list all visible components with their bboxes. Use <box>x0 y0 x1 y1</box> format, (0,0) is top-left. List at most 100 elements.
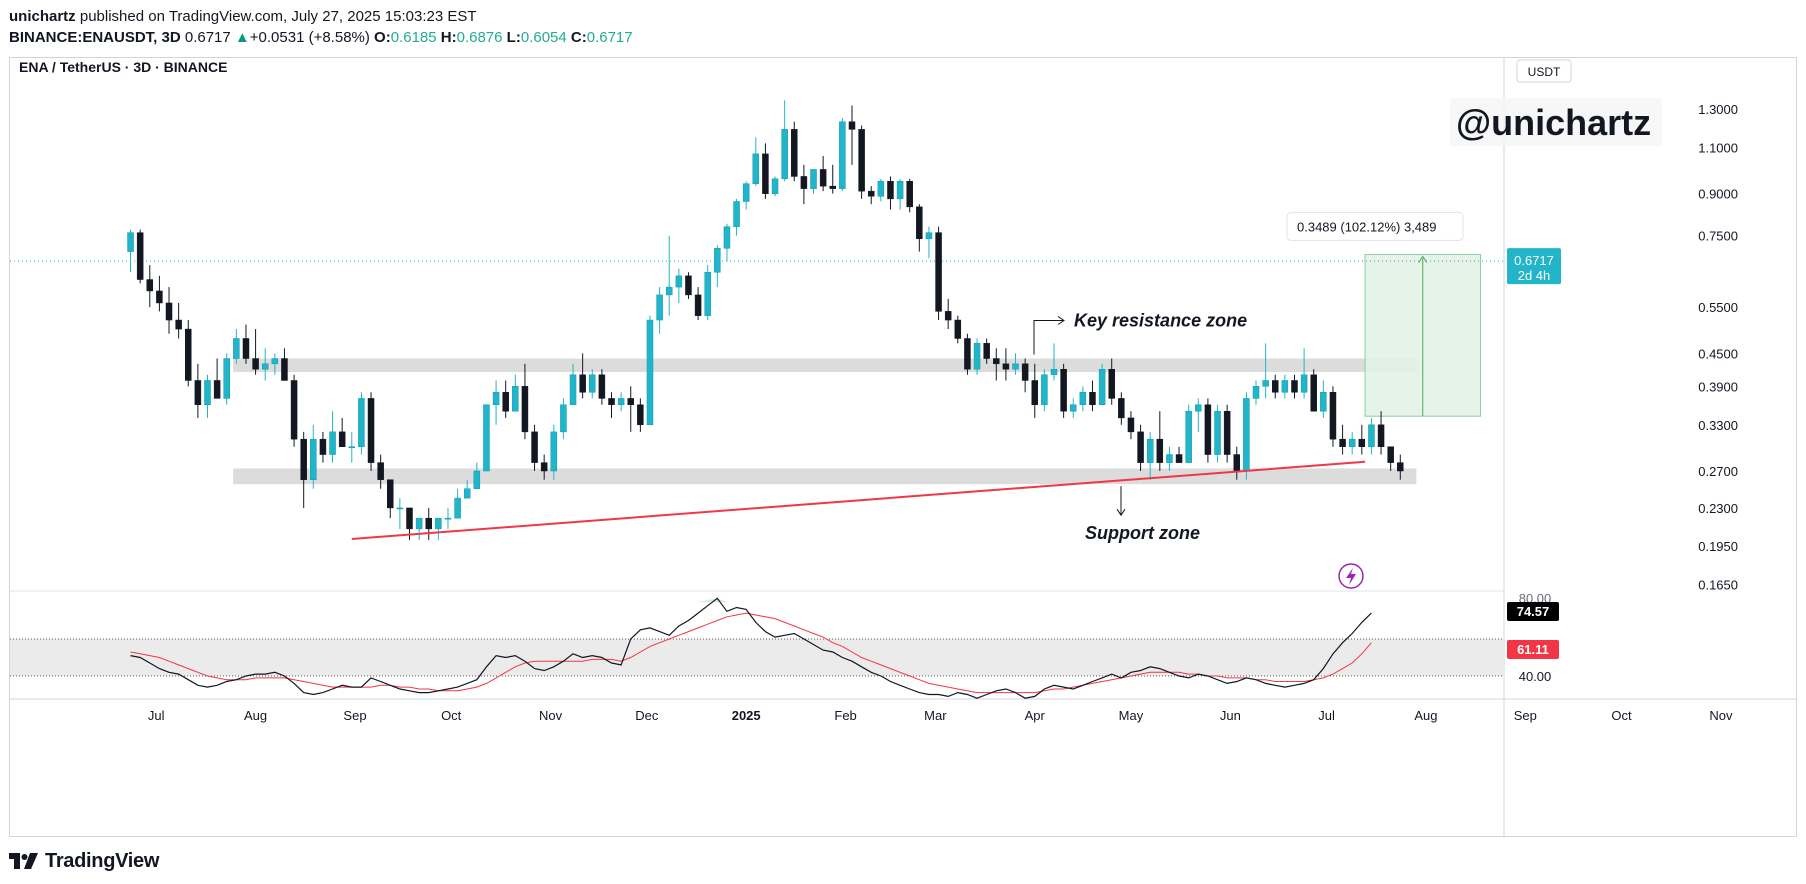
candle-up <box>329 431 336 455</box>
candle-up <box>550 431 558 472</box>
candle-down <box>1127 417 1135 433</box>
candle-down <box>983 343 990 359</box>
price-chart[interactable]: Key resistance zone Support zone 0.3489 (1… <box>10 58 1796 836</box>
candle-up <box>415 517 423 530</box>
candle-down <box>1118 398 1125 419</box>
candle-down <box>1175 454 1183 463</box>
candle-down <box>406 507 413 530</box>
candle-up <box>973 343 981 370</box>
candle-up <box>1050 368 1058 376</box>
candle-up <box>1300 374 1308 393</box>
measure-arrow-head <box>1418 255 1428 263</box>
candle-down <box>540 462 548 472</box>
candle-down <box>1387 446 1394 463</box>
candle-down <box>694 294 702 316</box>
candle-up <box>1098 368 1106 405</box>
candle-down <box>848 121 856 130</box>
x-tick-label: Jul <box>148 708 165 723</box>
candle-up <box>810 169 817 189</box>
measure-label-box <box>1286 211 1464 241</box>
candle-up <box>714 248 721 273</box>
y-tick-label: 0.5500 <box>1698 300 1738 315</box>
author-name[interactable]: unichartz <box>9 8 76 25</box>
candle-up <box>733 201 740 227</box>
candle-up <box>454 497 461 519</box>
change-arrow-icon: ▲ <box>234 29 250 46</box>
candle-up <box>435 517 442 530</box>
support-pointer-head <box>1116 508 1126 517</box>
candle-down <box>531 431 538 463</box>
candle-down <box>165 302 173 321</box>
candle-up <box>617 398 625 405</box>
candle-down <box>1329 392 1337 440</box>
last-price-tag <box>1507 248 1561 285</box>
candle-up <box>839 121 846 189</box>
candle-up <box>396 507 404 510</box>
support-zone-label: Support zone <box>1085 523 1200 543</box>
candle-down <box>300 438 307 480</box>
candle-down <box>1291 380 1298 393</box>
y-tick-label: 1.3000 <box>1698 102 1738 117</box>
candle-up <box>781 129 788 180</box>
candle-down <box>175 319 182 330</box>
candle-up <box>483 404 490 472</box>
candle-up <box>127 232 134 252</box>
x-tick-label: Nov <box>539 708 563 723</box>
candle-down <box>377 462 384 480</box>
candle-down <box>1310 374 1317 412</box>
x-tick-label: Jun <box>1220 708 1241 723</box>
y-tick-label: 0.3300 <box>1698 418 1738 433</box>
candle-up <box>1214 410 1221 455</box>
candle-up <box>896 180 904 200</box>
close-value: 0.6717 <box>586 29 633 46</box>
x-tick-label: Dec <box>635 708 659 723</box>
candle-down <box>579 374 586 393</box>
candle-up <box>1185 410 1192 463</box>
x-tick-label: Oct <box>1611 708 1632 723</box>
candle-down <box>156 290 163 304</box>
candle-up <box>1012 363 1019 370</box>
x-tick-label: 2025 <box>732 708 761 723</box>
candle-down <box>1397 462 1404 472</box>
lightning-icon-bolt <box>1346 568 1356 585</box>
candle-up <box>204 380 211 405</box>
rsi-ma-text: 61.11 <box>1517 642 1549 657</box>
candle-down <box>867 190 875 197</box>
candle-up <box>358 398 365 447</box>
rsi-40-label: 40.00 <box>1519 669 1552 684</box>
candle-down <box>1339 438 1346 447</box>
candle-up <box>444 517 452 520</box>
candle-down <box>319 438 327 455</box>
y-tick-label: 0.2700 <box>1698 464 1738 479</box>
candle-up <box>223 358 230 399</box>
resistance-zone <box>233 358 1417 372</box>
candle-up <box>589 374 596 393</box>
candle-down <box>608 398 615 405</box>
chart-frame[interactable]: Key resistance zone Support zone 0.3489 (1… <box>9 57 1797 837</box>
candle-down <box>213 380 221 399</box>
candle-down <box>290 380 298 440</box>
candle-up <box>656 294 663 321</box>
candle-up <box>310 438 317 480</box>
candle-up <box>1079 392 1087 405</box>
candle-up <box>1320 392 1327 412</box>
candle-down <box>242 338 250 359</box>
tradingview-logo-icon <box>9 853 38 869</box>
candle-down <box>1223 410 1231 455</box>
y-tick-label: 0.1950 <box>1698 539 1738 554</box>
rsi-ma-tag <box>1507 639 1559 659</box>
high-value: 0.6876 <box>456 29 503 46</box>
candle-down <box>819 169 827 187</box>
open-value: 0.6185 <box>390 29 437 46</box>
candle-down <box>1358 438 1366 447</box>
candle-down <box>1204 404 1212 455</box>
candle-up <box>1252 386 1260 399</box>
candle-down <box>185 328 192 381</box>
candle-up <box>877 180 885 197</box>
support-trendline <box>351 460 1366 540</box>
publish-info: unichartz published on TradingView.com, … <box>9 8 477 26</box>
y-tick-label: 1.1000 <box>1698 140 1738 155</box>
candle-down <box>146 279 154 292</box>
tradingview-logo[interactable]: TradingView <box>9 850 159 872</box>
candle-up <box>1368 424 1375 447</box>
